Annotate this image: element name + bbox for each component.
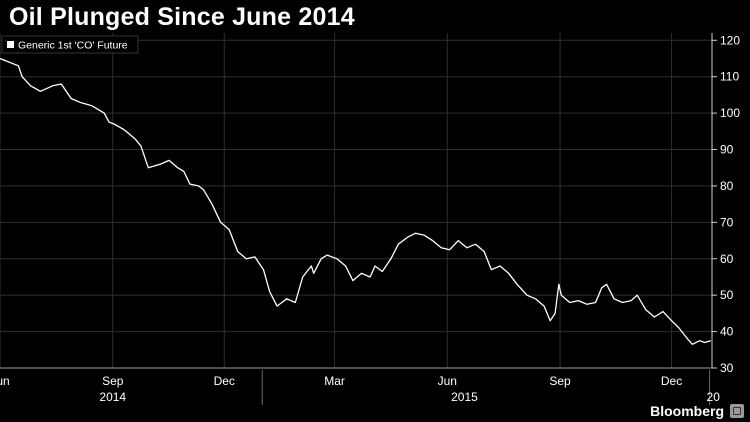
series-line — [0, 57, 711, 345]
series-group — [0, 57, 711, 345]
x-tick-label: Dec — [214, 374, 235, 388]
year-label: 2015 — [451, 390, 478, 404]
y-tick-label: 40 — [720, 325, 734, 339]
bloomberg-logo: Bloomberg — [650, 403, 724, 419]
y-tick-label: 50 — [720, 288, 734, 302]
y-tick-label: 120 — [720, 33, 740, 47]
x-tick-label: Sep — [102, 374, 124, 388]
y-tick-label: 60 — [720, 252, 734, 266]
x-axis: Jun Sep Dec Mar Jun Sep Dec 2014 2015 20 — [0, 367, 721, 405]
grid-lines — [0, 33, 712, 369]
legend-label: Generic 1st 'CO' Future — [18, 40, 128, 52]
y-tick-label: 100 — [720, 106, 740, 120]
x-tick-label: Sep — [549, 374, 571, 388]
x-tick-label: Mar — [324, 374, 345, 388]
plot-background — [0, 33, 750, 422]
y-axis: 30 40 50 60 70 80 90 100 110 120 — [711, 33, 740, 375]
y-tick-label: 70 — [720, 215, 734, 229]
legend: Generic 1st 'CO' Future — [1, 35, 139, 54]
legend-box — [1, 35, 139, 54]
chart-share-icon — [730, 404, 744, 418]
legend-swatch — [7, 41, 14, 48]
chart-title: Oil Plunged Since June 2014 — [9, 3, 355, 31]
y-tick-label: 30 — [720, 361, 734, 375]
x-tick-label: Dec — [661, 374, 682, 388]
year-label: 20 — [707, 390, 721, 404]
y-tick-label: 110 — [720, 70, 739, 84]
y-tick-label: 80 — [720, 179, 734, 193]
year-label: 2014 — [99, 390, 126, 404]
x-tick-label: Jun — [0, 374, 10, 388]
x-tick-label: Jun — [438, 374, 457, 388]
y-tick-label: 90 — [720, 143, 734, 157]
